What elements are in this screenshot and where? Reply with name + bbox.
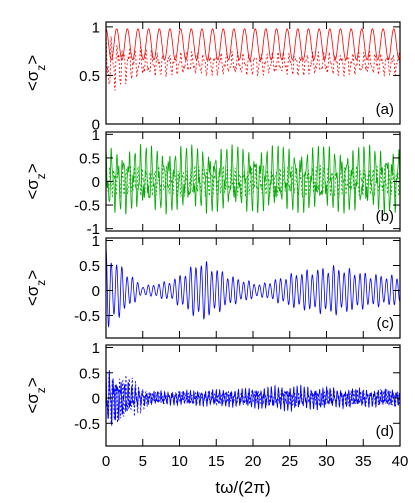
panel-3: -0.5 0 0.5 1 (d) <σz> 0 5 10 15 20 25 30 35 40 (23, 340, 408, 470)
y-tick-label: 0 (92, 117, 100, 134)
panel-tag: (c) (377, 315, 395, 332)
x-tick-label: 40 (392, 453, 409, 470)
y-tick-label: -0.5 (74, 198, 100, 215)
y-tick-label: 0 (92, 391, 100, 408)
x-tick-label: 10 (171, 453, 188, 470)
panel-1: -1 -0.5 0 0.5 1 (b) <σz> (23, 127, 401, 238)
series-line-0-1 (105, 34, 401, 91)
y-tick-label: 1 (92, 340, 100, 357)
y-tick-label: 0.5 (79, 68, 100, 85)
y-tick-label: 0 (92, 283, 100, 300)
series-line-3-1 (105, 373, 401, 424)
x-tick-label: 5 (139, 453, 147, 470)
y-axis-label: <σz> (23, 55, 48, 91)
series-line-1-1 (105, 164, 401, 198)
y-axis-label: <σz> (23, 270, 48, 306)
panel-tag: (a) (376, 101, 394, 118)
y-tick-label: 0.5 (79, 150, 100, 167)
series-line-0-0 (105, 28, 401, 61)
x-tick-label: 30 (318, 453, 335, 470)
panel-0: 0 0.5 1 (a) <σz> (23, 19, 401, 134)
y-tick-label: 0 (92, 174, 100, 191)
y-tick-label: -0.5 (74, 308, 100, 325)
y-tick-label: 1 (92, 233, 100, 250)
panel-tag: (d) (376, 423, 394, 440)
y-tick-label: -0.5 (74, 416, 100, 433)
panel-tag: (b) (376, 208, 394, 225)
y-tick-label: 1 (92, 19, 100, 36)
x-tick-label: 0 (102, 453, 110, 470)
x-tick-label: 35 (355, 453, 372, 470)
series-line-1-0 (105, 144, 401, 215)
series-line-2-0 (105, 247, 401, 328)
y-axis-label: <σz> (23, 377, 48, 413)
y-tick-label: 0.5 (79, 365, 100, 382)
x-tick-label: 20 (245, 453, 262, 470)
y-tick-label: 0.5 (79, 258, 100, 275)
y-axis-label: <σz> (23, 163, 48, 199)
x-tick-label: 25 (281, 453, 298, 470)
series-line-3-0 (105, 368, 401, 426)
panel-2: -0.5 0 0.5 1 (c) <σz> (23, 233, 401, 339)
y-tick-label: -1 (87, 221, 100, 238)
x-axis-label: tω/(2π) (215, 478, 270, 497)
x-tick-label: 15 (208, 453, 225, 470)
y-tick-label: 1 (92, 127, 100, 144)
